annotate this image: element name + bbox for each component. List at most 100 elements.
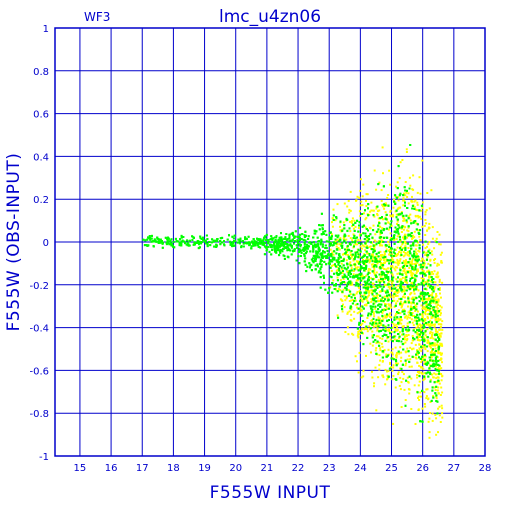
data-point <box>426 388 429 391</box>
data-point <box>213 245 216 248</box>
data-point <box>373 277 376 280</box>
data-point <box>425 293 428 296</box>
data-point <box>415 357 418 360</box>
data-point <box>184 242 186 245</box>
data-point <box>401 226 403 229</box>
data-point <box>375 335 378 338</box>
data-point <box>168 243 171 246</box>
data-point <box>298 236 301 239</box>
data-point <box>429 297 432 300</box>
data-point <box>330 235 333 238</box>
data-point <box>391 287 394 290</box>
data-point <box>272 237 275 240</box>
data-point <box>361 322 364 325</box>
data-point <box>423 308 426 311</box>
data-point <box>418 348 421 351</box>
data-point <box>303 243 306 246</box>
data-point <box>421 389 424 392</box>
data-point <box>336 266 339 268</box>
data-point <box>409 263 412 265</box>
data-point <box>415 308 418 311</box>
data-point <box>358 290 361 292</box>
data-point <box>159 238 162 241</box>
data-point <box>421 373 424 375</box>
data-point <box>349 254 352 256</box>
data-point <box>420 350 423 353</box>
data-point <box>405 339 408 342</box>
data-point <box>387 340 390 343</box>
data-point <box>400 212 403 215</box>
data-point <box>390 224 393 227</box>
data-point <box>296 246 298 249</box>
data-point <box>342 303 344 306</box>
data-point <box>376 210 379 213</box>
data-point <box>363 297 366 300</box>
data-point <box>202 238 205 241</box>
data-point <box>368 261 371 264</box>
data-point <box>430 356 433 359</box>
data-point <box>334 219 337 222</box>
data-point <box>330 238 333 240</box>
data-point <box>380 262 383 264</box>
data-point <box>356 279 359 282</box>
data-point <box>401 159 404 161</box>
data-point <box>382 310 385 312</box>
data-point <box>280 243 283 246</box>
data-point <box>395 231 398 234</box>
data-point <box>405 362 407 365</box>
data-point <box>430 328 433 331</box>
data-point <box>304 257 307 260</box>
data-point <box>420 318 423 321</box>
data-point <box>440 379 443 382</box>
data-point <box>439 309 442 312</box>
data-point <box>399 303 401 306</box>
data-point <box>385 260 388 263</box>
data-point <box>371 334 374 337</box>
data-point <box>405 219 408 222</box>
data-point <box>403 308 406 311</box>
data-point <box>354 299 357 302</box>
data-point <box>371 270 374 273</box>
data-point <box>157 238 160 241</box>
data-point <box>149 238 152 241</box>
data-point <box>335 238 338 241</box>
data-point <box>363 269 366 272</box>
data-point <box>388 169 391 172</box>
data-point <box>412 306 415 309</box>
data-point <box>354 303 357 306</box>
data-point <box>422 326 425 329</box>
data-point <box>384 204 387 207</box>
data-point <box>232 242 235 245</box>
data-point <box>354 266 357 269</box>
data-point <box>226 238 229 241</box>
data-point <box>396 272 399 275</box>
data-point <box>412 266 415 269</box>
data-point <box>351 239 354 242</box>
data-point <box>411 285 414 288</box>
data-point <box>384 304 387 307</box>
data-point <box>380 324 383 326</box>
data-point <box>395 294 397 297</box>
data-point <box>411 263 414 265</box>
data-point <box>435 369 438 372</box>
data-point <box>344 234 347 237</box>
data-point <box>289 249 292 252</box>
data-point <box>329 248 332 251</box>
data-point <box>402 342 405 345</box>
data-point <box>354 355 357 358</box>
data-point <box>320 224 323 227</box>
data-point <box>377 322 380 325</box>
data-point <box>403 313 406 316</box>
data-point <box>430 302 432 305</box>
data-point <box>427 339 429 342</box>
data-point <box>410 365 413 368</box>
data-point <box>416 209 419 212</box>
data-point <box>394 286 397 289</box>
data-point <box>331 244 334 247</box>
data-point <box>431 253 434 256</box>
data-point <box>413 208 416 210</box>
data-point <box>424 319 427 322</box>
data-point <box>354 237 357 240</box>
data-point <box>336 279 339 282</box>
data-point <box>344 286 347 289</box>
